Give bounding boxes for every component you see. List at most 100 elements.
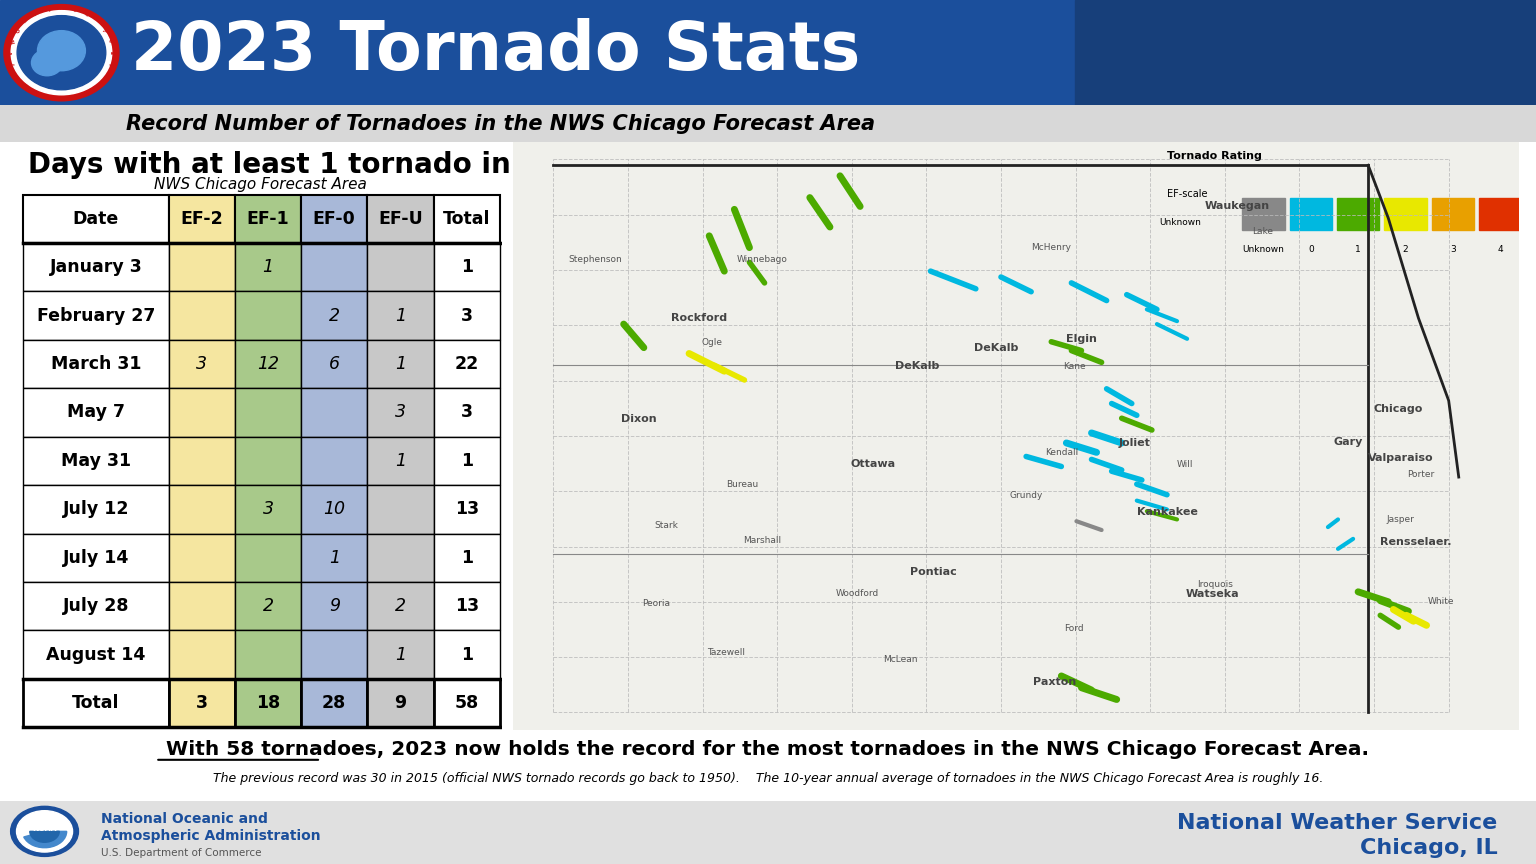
Bar xyxy=(301,291,367,340)
Bar xyxy=(301,436,367,485)
Bar xyxy=(1479,198,1521,230)
Text: 1: 1 xyxy=(461,645,473,664)
Bar xyxy=(23,388,169,436)
Text: DeKalb: DeKalb xyxy=(895,361,940,372)
Text: Ottawa: Ottawa xyxy=(851,459,895,469)
Text: The previous record was 30 in 2015 (official NWS tornado records go back to 1950: The previous record was 30 in 2015 (offi… xyxy=(214,772,1322,785)
Text: May 31: May 31 xyxy=(61,452,131,470)
Text: Kane: Kane xyxy=(1063,362,1086,371)
Text: A: A xyxy=(6,51,11,54)
Text: V: V xyxy=(104,28,111,34)
Text: 1: 1 xyxy=(395,355,406,373)
Text: 3: 3 xyxy=(263,500,273,518)
Text: Kankakee: Kankakee xyxy=(1137,507,1198,518)
Text: Jasper: Jasper xyxy=(1387,515,1415,524)
Text: 28: 28 xyxy=(323,694,346,712)
Bar xyxy=(1243,198,1284,230)
Bar xyxy=(301,485,367,533)
Text: May 7: May 7 xyxy=(68,403,124,422)
Text: Rockford: Rockford xyxy=(671,314,727,323)
Bar xyxy=(301,533,367,582)
Text: NWS Chicago Forecast Area: NWS Chicago Forecast Area xyxy=(154,177,367,192)
Circle shape xyxy=(17,810,72,852)
Text: A: A xyxy=(46,92,51,98)
Bar xyxy=(169,388,235,436)
Text: S: S xyxy=(109,62,115,67)
Text: T: T xyxy=(60,94,63,99)
Text: 1: 1 xyxy=(263,258,273,276)
Wedge shape xyxy=(23,831,66,848)
Bar xyxy=(1336,198,1379,230)
Bar xyxy=(367,436,433,485)
Text: W: W xyxy=(20,80,28,87)
Text: Ogle: Ogle xyxy=(702,339,723,347)
Bar xyxy=(367,631,433,679)
Text: 9: 9 xyxy=(395,694,407,712)
Text: August 14: August 14 xyxy=(46,645,146,664)
Bar xyxy=(169,533,235,582)
Bar xyxy=(433,485,499,533)
Bar xyxy=(433,582,499,631)
Bar xyxy=(433,194,499,243)
Text: National Weather Service: National Weather Service xyxy=(1178,813,1498,833)
Text: Dixon: Dixon xyxy=(621,415,656,424)
Bar xyxy=(235,436,301,485)
Text: R: R xyxy=(95,81,101,87)
Bar xyxy=(1075,0,1536,105)
Text: 1: 1 xyxy=(395,452,406,470)
Text: C: C xyxy=(84,11,91,17)
Bar xyxy=(367,485,433,533)
Text: T: T xyxy=(32,11,38,17)
Text: Tazewell: Tazewell xyxy=(707,648,745,657)
Bar xyxy=(23,436,169,485)
Bar xyxy=(301,679,367,727)
Bar xyxy=(23,631,169,679)
Text: E: E xyxy=(112,51,117,54)
Bar xyxy=(169,631,235,679)
Bar xyxy=(169,291,235,340)
Text: January 3: January 3 xyxy=(49,258,143,276)
Text: Unknown: Unknown xyxy=(1160,219,1201,227)
Text: McHenry: McHenry xyxy=(1031,243,1071,252)
Text: Gary: Gary xyxy=(1333,437,1362,447)
Bar xyxy=(23,243,169,291)
Bar xyxy=(433,243,499,291)
Text: Woodford: Woodford xyxy=(836,589,879,598)
Text: Valparaiso: Valparaiso xyxy=(1367,454,1433,463)
Bar xyxy=(433,291,499,340)
Text: EF-2: EF-2 xyxy=(180,210,223,228)
Circle shape xyxy=(11,806,78,856)
Text: 3: 3 xyxy=(1450,245,1456,254)
Bar xyxy=(367,243,433,291)
Text: 3: 3 xyxy=(395,403,406,422)
Text: 2: 2 xyxy=(263,597,273,615)
Text: 0: 0 xyxy=(1309,245,1313,254)
Bar xyxy=(301,243,367,291)
Text: EF-U: EF-U xyxy=(378,210,422,228)
Text: Marshall: Marshall xyxy=(743,537,782,545)
Text: 3: 3 xyxy=(461,307,473,325)
Text: Grundy: Grundy xyxy=(1009,492,1043,500)
Circle shape xyxy=(11,10,112,95)
Bar xyxy=(169,679,235,727)
Text: Chicago: Chicago xyxy=(1373,404,1422,415)
Text: 22: 22 xyxy=(455,355,479,373)
Bar xyxy=(433,340,499,388)
Text: E: E xyxy=(72,7,77,13)
Text: 1: 1 xyxy=(395,645,406,664)
Text: 1: 1 xyxy=(1355,245,1361,254)
Text: Date: Date xyxy=(72,210,120,228)
Bar xyxy=(367,194,433,243)
Text: 1: 1 xyxy=(461,258,473,276)
Text: 2023 Tornado Stats: 2023 Tornado Stats xyxy=(131,17,860,84)
Text: Winnebago: Winnebago xyxy=(737,255,788,264)
Text: 13: 13 xyxy=(455,500,479,518)
Bar xyxy=(23,582,169,631)
Bar xyxy=(23,194,169,243)
Bar xyxy=(235,291,301,340)
Bar xyxy=(433,533,499,582)
Text: I: I xyxy=(97,19,101,24)
Text: Waukegan: Waukegan xyxy=(1204,201,1270,212)
Text: Kendall: Kendall xyxy=(1044,448,1078,457)
Bar xyxy=(235,582,301,631)
